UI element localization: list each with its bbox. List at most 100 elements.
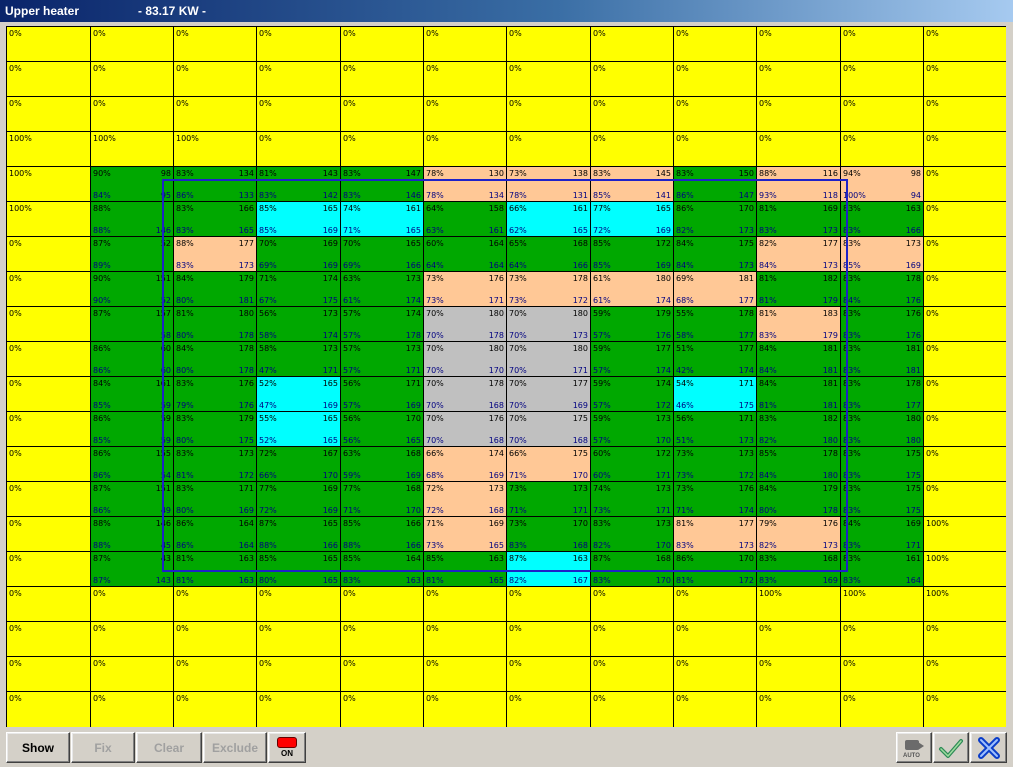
heater-cell[interactable]: 0% (424, 622, 506, 656)
heater-cell[interactable]: 0% (924, 447, 1006, 481)
heater-cell[interactable]: 85% 166 88% 166 (341, 517, 423, 551)
heater-cell[interactable]: 0% (257, 692, 340, 727)
heater-cell[interactable]: 0% (174, 587, 256, 621)
heater-cell[interactable]: 73% 173 73% 172 (674, 447, 756, 481)
heater-cell[interactable]: 0% (424, 97, 506, 131)
heater-cell[interactable]: 63% 173 61% 174 (341, 272, 423, 306)
heater-cell[interactable]: 0% (591, 132, 673, 166)
heater-cell[interactable]: 0% (424, 132, 506, 166)
heater-cell[interactable]: 0% (91, 657, 173, 691)
exclude-button[interactable]: Exclude (203, 732, 267, 763)
heater-cell[interactable]: 0% (91, 97, 173, 131)
heater-cell[interactable]: 84% 179 80% 178 (757, 482, 840, 516)
heater-cell[interactable]: 83% 147 83% 146 (341, 167, 423, 201)
heater-cell[interactable]: 83% 176 79% 176 (174, 377, 256, 411)
show-button[interactable]: Show (6, 732, 70, 763)
heater-cell[interactable]: 0% (757, 622, 840, 656)
heater-cell[interactable]: 59% 174 57% 172 (591, 377, 673, 411)
heater-cell[interactable]: 0% (341, 587, 423, 621)
heater-cell[interactable]: 77% 168 71% 170 (341, 482, 423, 516)
fix-button[interactable]: Fix (71, 732, 135, 763)
heater-cell[interactable]: 0% (674, 97, 756, 131)
heater-cell[interactable]: 100% (7, 202, 90, 236)
heater-cell[interactable]: 0% (174, 657, 256, 691)
heater-cell[interactable]: 100% (924, 587, 1006, 621)
heater-cell[interactable]: 83% 134 86% 133 (174, 167, 256, 201)
heater-cell[interactable]: 58% 173 47% 171 (257, 342, 340, 376)
heater-cell[interactable]: 0% (7, 272, 90, 306)
heater-cell[interactable]: 0% (924, 27, 1006, 61)
heater-cell[interactable]: 0% (7, 237, 90, 271)
heater-cell[interactable]: 0% (841, 27, 923, 61)
heater-cell[interactable]: 100% (924, 517, 1006, 551)
heater-cell[interactable]: 0% (7, 692, 90, 727)
heater-cell[interactable]: 0% (674, 62, 756, 96)
heater-cell[interactable]: 0% (591, 587, 673, 621)
heater-cell[interactable]: 74% 173 73% 171 (591, 482, 673, 516)
heater-cell[interactable]: 73% 170 83% 168 (507, 517, 590, 551)
heater-cell[interactable]: 85% 178 84% 180 (757, 447, 840, 481)
heater-cell[interactable]: 0% (507, 97, 590, 131)
heater-cell[interactable]: 56% 170 56% 165 (341, 412, 423, 446)
heater-cell[interactable]: 55% 178 58% 177 (674, 307, 756, 341)
heater-cell[interactable]: 88% 116 93% 118 (757, 167, 840, 201)
heater-cell[interactable]: 57% 174 57% 178 (341, 307, 423, 341)
heater-cell[interactable]: 59% 173 57% 170 (591, 412, 673, 446)
heater-cell[interactable]: 70% 178 70% 168 (424, 377, 506, 411)
heater-cell[interactable]: 64% 158 63% 161 (424, 202, 506, 236)
heater-cell[interactable]: 0% (91, 692, 173, 727)
heater-cell[interactable]: 0% (257, 132, 340, 166)
heater-cell[interactable]: 83% 181 83% 181 (841, 342, 923, 376)
heater-cell[interactable]: 0% (257, 27, 340, 61)
heater-cell[interactable]: 0% (507, 62, 590, 96)
heater-cell[interactable]: 65% 168 64% 166 (507, 237, 590, 271)
heater-cell[interactable]: 81% 177 83% 173 (674, 517, 756, 551)
heater-cell[interactable]: 0% (341, 97, 423, 131)
heater-cell[interactable]: 73% 173 71% 171 (507, 482, 590, 516)
heater-cell[interactable]: 56% 173 58% 174 (257, 307, 340, 341)
heater-cell[interactable]: 85% 163 81% 165 (424, 552, 506, 586)
heater-cell[interactable]: 56% 171 51% 173 (674, 412, 756, 446)
heater-cell[interactable]: 0% (924, 377, 1006, 411)
heater-cell[interactable]: 0% (257, 62, 340, 96)
heater-cell[interactable]: 0% (757, 62, 840, 96)
heater-cell[interactable]: 0% (924, 132, 1006, 166)
heater-cell[interactable]: 70% 169 69% 169 (257, 237, 340, 271)
heater-cell[interactable]: 77% 169 72% 169 (257, 482, 340, 516)
heater-cell[interactable]: 59% 179 57% 176 (591, 307, 673, 341)
heater-cell[interactable]: 81% 169 83% 173 (757, 202, 840, 236)
heater-cell[interactable]: 0% (7, 657, 90, 691)
heater-cell[interactable]: 87% 163 82% 167 (507, 552, 590, 586)
heater-cell[interactable]: 85% 164 83% 163 (341, 552, 423, 586)
heater-cell[interactable]: 0% (841, 622, 923, 656)
heater-cell[interactable]: 0% (7, 62, 90, 96)
heater-cell[interactable]: 0% (841, 132, 923, 166)
heater-cell[interactable]: 0% (507, 132, 590, 166)
heater-cell[interactable]: 77% 165 72% 169 (591, 202, 673, 236)
heater-cell[interactable]: 70% 180 70% 170 (424, 342, 506, 376)
heater-cell[interactable]: 0% (91, 587, 173, 621)
heater-cell[interactable]: 84% 175 84% 173 (674, 237, 756, 271)
heater-cell[interactable]: 0% (924, 342, 1006, 376)
heater-cell[interactable]: 71% 174 67% 175 (257, 272, 340, 306)
heater-cell[interactable]: 0% (424, 587, 506, 621)
heater-cell[interactable]: 52% 165 47% 169 (257, 377, 340, 411)
heater-cell[interactable]: 0% (757, 657, 840, 691)
heater-cell[interactable]: 83% 175 83% 175 (841, 447, 923, 481)
heater-cell[interactable]: 83% 171 80% 169 (174, 482, 256, 516)
heater-cell[interactable]: 0% (341, 132, 423, 166)
heater-cell[interactable]: 83% 168 83% 169 (757, 552, 840, 586)
heater-cell[interactable]: 87% 43 87% 143 (91, 552, 173, 586)
heater-cell[interactable]: 83% 178 84% 176 (841, 272, 923, 306)
heater-cell[interactable]: 88% 146 88% 45 (91, 517, 173, 551)
heater-cell[interactable]: 0% (591, 657, 673, 691)
heater-cell[interactable]: 0% (7, 412, 90, 446)
heater-cell[interactable]: 83% 175 83% 175 (841, 482, 923, 516)
heater-cell[interactable]: 0% (507, 657, 590, 691)
heater-cell[interactable]: 87% 52 89% (91, 237, 173, 271)
heater-cell[interactable]: 82% 177 84% 173 (757, 237, 840, 271)
heater-cell[interactable]: 0% (591, 27, 673, 61)
heater-cell[interactable]: 0% (7, 587, 90, 621)
heater-cell[interactable]: 70% 180 70% 178 (424, 307, 506, 341)
heater-cell[interactable]: 83% 166 83% 165 (174, 202, 256, 236)
